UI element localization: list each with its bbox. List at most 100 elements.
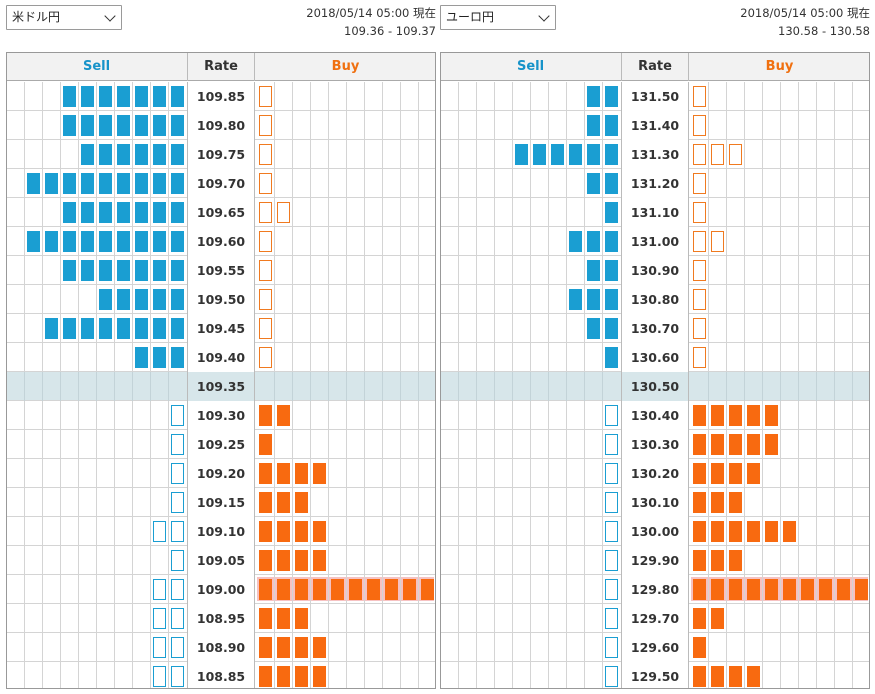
grid-line (96, 285, 97, 314)
grid-line (512, 459, 513, 488)
rate-cell: 108.95 (187, 604, 255, 633)
grid-line (834, 256, 835, 285)
grid-line (476, 546, 477, 575)
buy-order-box (295, 666, 308, 687)
grid-line (458, 372, 459, 401)
grid-line (512, 488, 513, 517)
grid-line (708, 430, 709, 459)
grid-line (418, 488, 419, 517)
grid-line (292, 372, 293, 401)
grid-line (400, 633, 401, 662)
grid-line (762, 256, 763, 285)
sell-order-box (533, 144, 546, 165)
grid-line (78, 662, 79, 688)
order-row: 129.50 (441, 662, 869, 688)
grid-line (708, 169, 709, 198)
order-row: 131.40 (441, 111, 869, 140)
grid-line (780, 314, 781, 343)
grid-line (328, 227, 329, 256)
grid-line (346, 488, 347, 517)
order-row: 131.00 (441, 227, 869, 256)
grid-line (328, 488, 329, 517)
grid-line (168, 111, 169, 140)
sell-order-box (63, 86, 76, 107)
grid-line (494, 546, 495, 575)
grid-line (78, 546, 79, 575)
grid-line (132, 430, 133, 459)
grid-line (726, 169, 727, 198)
grid-line (24, 227, 25, 256)
sell-order-box (605, 347, 618, 368)
grid-line (24, 401, 25, 430)
grid-line (512, 140, 513, 169)
bid-ask-range: 130.58 - 130.58 (778, 24, 870, 38)
chevron-down-icon[interactable] (104, 10, 116, 22)
buy-order-box (259, 521, 272, 542)
grid-line (60, 459, 61, 488)
grid-line (762, 372, 763, 401)
rate-header: Rate (621, 53, 689, 81)
grid-line (602, 343, 603, 372)
grid-line (328, 372, 329, 401)
grid-line (274, 517, 275, 546)
rate-cell: 109.10 (187, 517, 255, 546)
grid-line (132, 604, 133, 633)
grid-line (114, 372, 115, 401)
order-row: 131.10 (441, 198, 869, 227)
sell-order-box (605, 144, 618, 165)
grid-line (708, 401, 709, 430)
currency-pair-select[interactable]: ユーロ円 (440, 5, 556, 30)
grid-line (780, 430, 781, 459)
grid-line (24, 343, 25, 372)
grid-line (60, 662, 61, 688)
buy-order-box (693, 550, 706, 571)
buy-order-box (693, 260, 706, 281)
grid-line (708, 662, 709, 688)
grid-line (494, 140, 495, 169)
buy-order-box (729, 579, 742, 600)
grid-line (42, 517, 43, 546)
grid-line (852, 401, 853, 430)
grid-line (292, 633, 293, 662)
buy-order-box (693, 86, 706, 107)
grid-line (274, 575, 275, 604)
grid-line (798, 227, 799, 256)
grid-line (346, 430, 347, 459)
grid-line (744, 662, 745, 688)
grid-line (42, 111, 43, 140)
rate-cell: 130.50 (621, 372, 689, 401)
order-row: 131.50 (441, 82, 869, 111)
currency-pair-select[interactable]: 米ドル円 (6, 5, 122, 30)
grid-line (744, 401, 745, 430)
grid-line (494, 285, 495, 314)
grid-line (708, 82, 709, 111)
grid-line (150, 343, 151, 372)
buy-order-box (259, 260, 272, 281)
chevron-down-icon[interactable] (538, 10, 550, 22)
sell-order-box (117, 173, 130, 194)
buy-order-box (295, 492, 308, 513)
grid-line (346, 575, 347, 604)
grid-line (382, 314, 383, 343)
sell-order-box (153, 318, 166, 339)
grid-line (418, 285, 419, 314)
grid-line (458, 227, 459, 256)
sell-order-box (587, 173, 600, 194)
grid-line (364, 488, 365, 517)
grid-line (494, 169, 495, 198)
grid-line (328, 314, 329, 343)
grid-line (602, 401, 603, 430)
grid-line (708, 140, 709, 169)
grid-line (548, 314, 549, 343)
rate-cell: 109.80 (187, 111, 255, 140)
sell-order-box (153, 608, 166, 629)
grid-line (602, 140, 603, 169)
grid-line (418, 256, 419, 285)
grid-line (24, 633, 25, 662)
grid-line (602, 604, 603, 633)
buy-order-box (259, 608, 272, 629)
grid-line (566, 111, 567, 140)
grid-line (78, 140, 79, 169)
grid-line (96, 227, 97, 256)
grid-line (60, 256, 61, 285)
